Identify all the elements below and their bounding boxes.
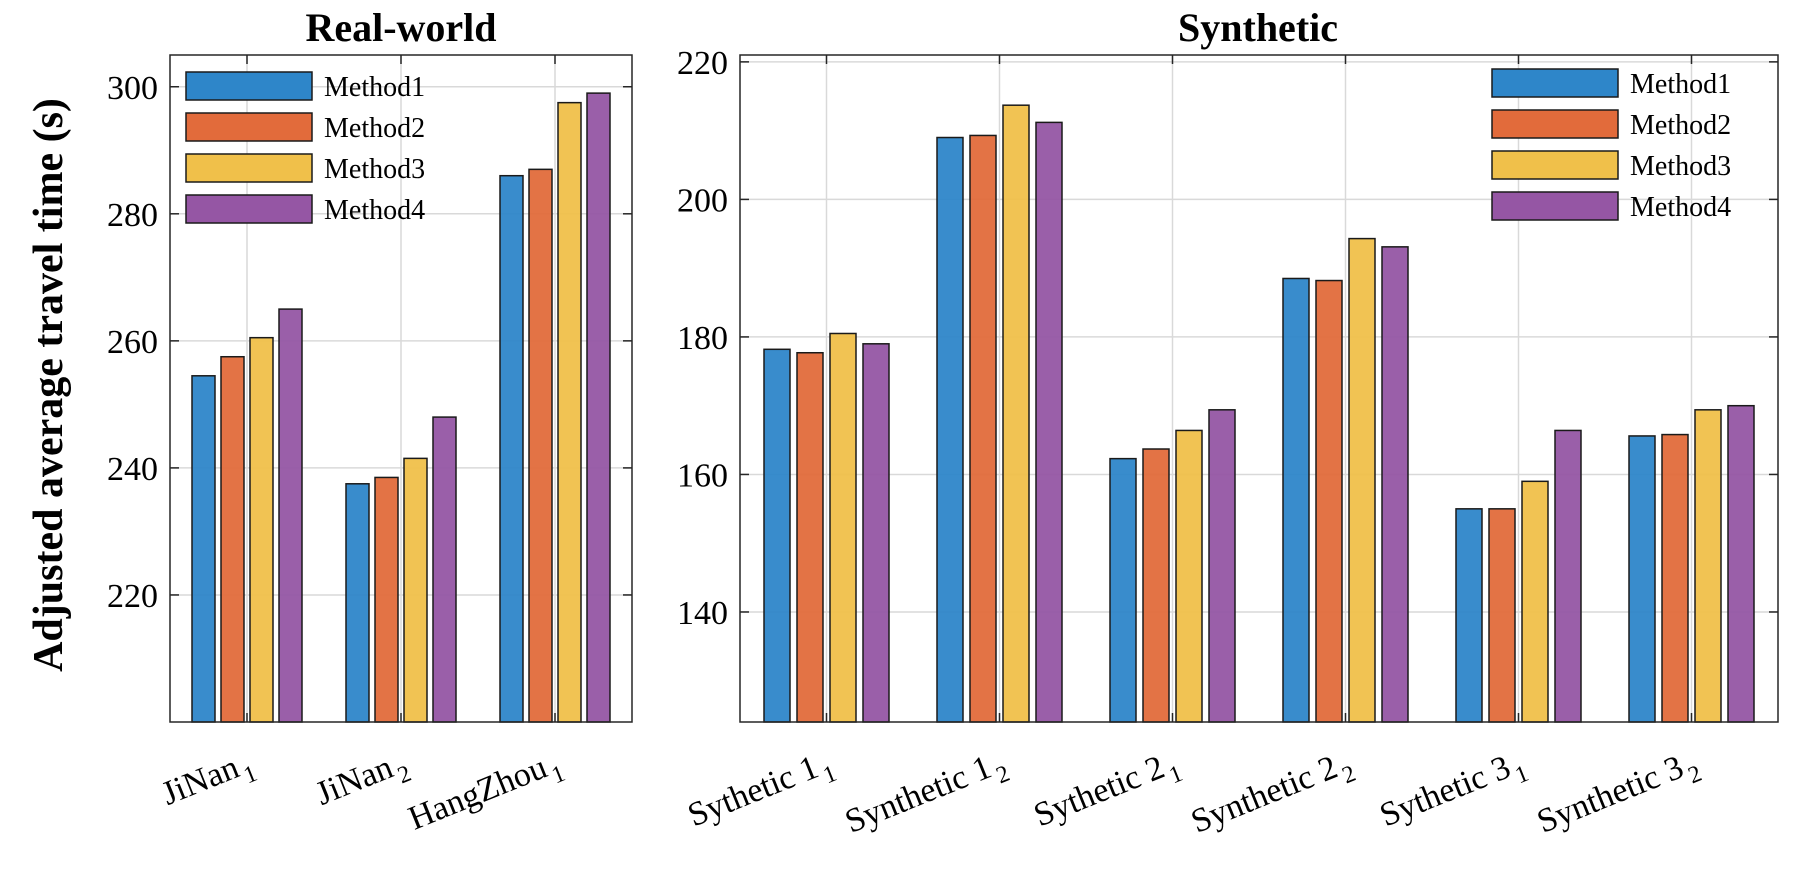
legend-swatch-method2 <box>185 112 313 142</box>
legend: Method1 Method2 Method3 Method4 <box>185 71 425 226</box>
legend-label-method2: Method2 <box>324 113 425 144</box>
axes-box <box>739 54 1779 723</box>
bar-method1-0 <box>191 375 216 723</box>
x-tick-label-subscript: 1 <box>1512 761 1533 790</box>
bar-method2-2 <box>528 168 553 723</box>
bar-method1-2 <box>499 174 524 723</box>
y-tick-label: 260 <box>107 324 158 361</box>
legend-swatch-method3 <box>1491 150 1619 180</box>
legend-label-method3: Method3 <box>1630 151 1731 182</box>
x-tick-label-main: HangZhou <box>403 749 552 838</box>
x-tick-label: Synthetic 32 <box>1532 743 1705 848</box>
x-tick-label-main: Synthetic 2 <box>1186 749 1343 841</box>
x-tick-label-subscript: 1 <box>820 761 841 790</box>
bar-method3-5 <box>1694 409 1722 723</box>
x-tick-label: HangZhou1 <box>403 743 569 845</box>
bar-method2-1 <box>969 134 997 723</box>
legend-label-method1: Method1 <box>324 72 425 103</box>
bar-method2-2 <box>1142 448 1170 723</box>
bar-method4-2 <box>1208 409 1236 723</box>
x-tick-label-main: Sythetic 1 <box>683 749 824 835</box>
bar-method1-5 <box>1628 435 1656 723</box>
x-tick-label: Sythetic 31 <box>1375 743 1533 842</box>
panel-title-synthetic: Synthetic <box>1178 5 1338 50</box>
y-tick-label: 240 <box>107 451 158 488</box>
bar-method4-4 <box>1554 429 1582 723</box>
x-tick-label-subscript: 2 <box>993 761 1014 790</box>
bar-method4-5 <box>1727 404 1755 723</box>
bar-method4-1 <box>1035 121 1063 723</box>
bar-method2-1 <box>374 476 399 723</box>
x-tick-label-subscript: 1 <box>548 761 569 790</box>
y-tick-label: 160 <box>677 457 728 494</box>
x-tick-label: Synthetic 12 <box>840 743 1013 848</box>
bar-method2-0 <box>220 355 245 723</box>
bar-method1-1 <box>345 483 370 723</box>
bar-method3-1 <box>1002 104 1030 723</box>
x-tick-label: Synthetic 22 <box>1186 743 1359 848</box>
x-tick-label-main: Sythetic 2 <box>1029 749 1170 835</box>
bar-method1-1 <box>936 136 964 723</box>
x-tick-label-subscript: 2 <box>1339 761 1360 790</box>
y-tick-label: 280 <box>107 197 158 234</box>
x-tick-label-subscript: 1 <box>1166 761 1187 790</box>
bar-method2-0 <box>796 351 824 723</box>
bar-method2-4 <box>1488 508 1516 723</box>
bar-method3-2 <box>557 101 582 723</box>
x-tick-label: Sythetic 21 <box>1029 743 1187 842</box>
x-tick-label-subscript: 1 <box>240 761 261 790</box>
y-tick-label: 200 <box>677 182 728 219</box>
x-tick-label-main: Sythetic 3 <box>1375 749 1516 835</box>
legend-label-method4: Method4 <box>1630 192 1731 223</box>
bar-method3-0 <box>829 332 857 723</box>
x-tick-label-main: JiNan <box>157 749 244 813</box>
y-tick-label: 140 <box>677 595 728 632</box>
x-tick-label-subscript: 2 <box>1685 761 1706 790</box>
bar-method4-0 <box>278 308 303 723</box>
bar-method1-0 <box>763 348 791 723</box>
x-tick-label-main: Synthetic 3 <box>1532 749 1689 841</box>
bar-method3-4 <box>1521 480 1549 723</box>
y-tick-label: 300 <box>107 70 158 107</box>
x-tick-label: Sythetic 11 <box>683 743 841 842</box>
bar-method1-3 <box>1282 277 1310 723</box>
y-tick-label: 220 <box>677 45 728 82</box>
legend-label-method3: Method3 <box>324 154 425 185</box>
bar-method1-4 <box>1455 508 1483 723</box>
legend-swatch-method1 <box>1491 68 1619 98</box>
legend-swatch-method1 <box>185 71 313 101</box>
bar-method3-2 <box>1175 429 1203 723</box>
legend: Method1 Method2 Method3 Method4 <box>1491 68 1731 223</box>
legend-label-method4: Method4 <box>324 195 425 226</box>
y-tick-label: 180 <box>677 320 728 357</box>
bar-method2-3 <box>1315 279 1343 723</box>
bar-method3-3 <box>1348 237 1376 723</box>
bar-method3-1 <box>403 457 428 723</box>
bar-method4-2 <box>586 92 611 723</box>
panel-title-real-world: Real-world <box>305 5 496 50</box>
y-tick-label: 220 <box>107 578 158 615</box>
x-tick-label-subscript: 2 <box>394 761 415 790</box>
legend-swatch-method4 <box>1491 191 1619 221</box>
bar-method4-3 <box>1381 246 1409 723</box>
y-axis-label: Adjusted average travel time (s) <box>26 98 72 672</box>
legend-swatch-method4 <box>185 194 313 224</box>
legend-swatch-method3 <box>185 153 313 183</box>
x-tick-label: JiNan1 <box>157 743 261 820</box>
legend-swatch-method2 <box>1491 109 1619 139</box>
bar-method4-0 <box>862 343 890 723</box>
bar-method2-5 <box>1661 433 1689 723</box>
bar-method3-0 <box>249 336 274 723</box>
legend-label-method1: Method1 <box>1630 69 1731 100</box>
bar-method4-1 <box>432 416 457 723</box>
legend-label-method2: Method2 <box>1630 110 1731 141</box>
x-tick-label: JiNan2 <box>311 743 415 820</box>
bar-method1-2 <box>1109 457 1137 723</box>
x-tick-label-main: JiNan <box>311 749 398 813</box>
x-tick-label-main: Synthetic 1 <box>840 749 997 841</box>
